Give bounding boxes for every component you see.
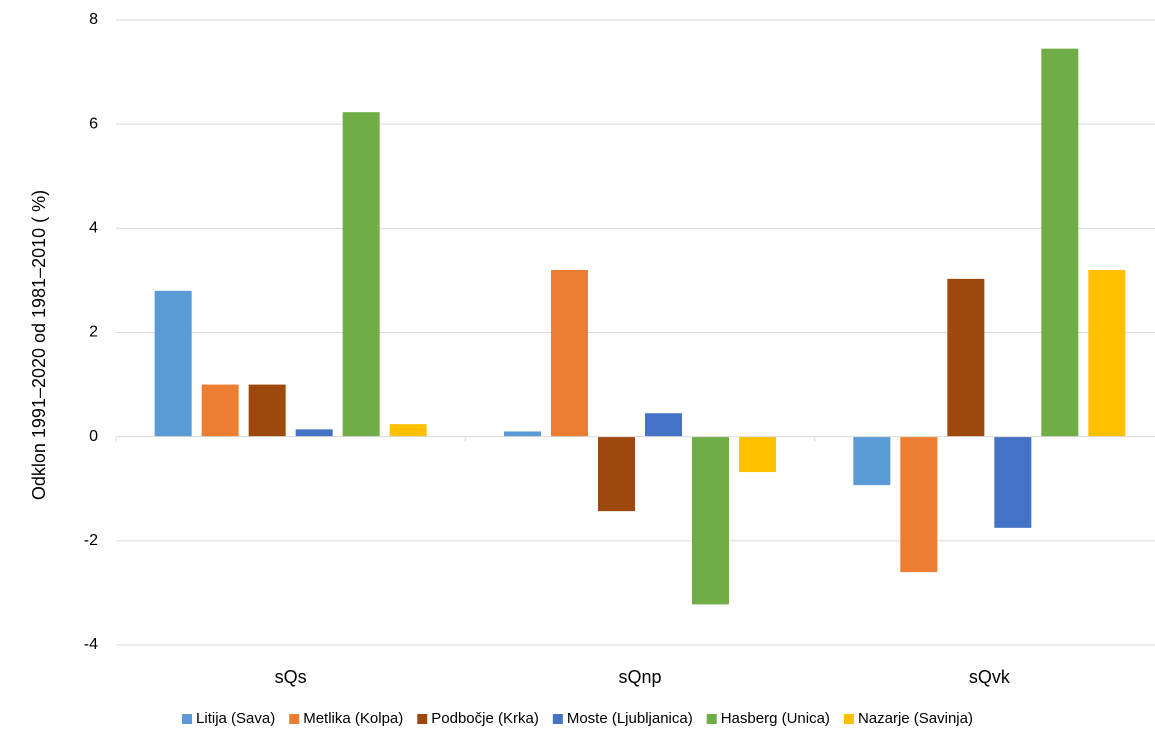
bar [1088, 270, 1126, 437]
legend-swatch [552, 714, 563, 724]
legend-swatch [182, 714, 193, 724]
y-tick-label: -4 [84, 636, 98, 653]
y-tick-label: 8 [89, 11, 98, 28]
zero-axis [115, 436, 1155, 442]
bar [853, 436, 891, 486]
bar [645, 413, 682, 437]
category-label: sQnp [618, 667, 661, 687]
bar [1041, 48, 1079, 437]
y-tick-label: 6 [89, 115, 98, 132]
y-tick-labels: -4 -2 0 2 4 6 8 [84, 11, 98, 653]
bar [154, 290, 192, 437]
bar [295, 429, 333, 437]
legend-swatch [706, 714, 717, 724]
legend: Litija (Sava) Metlika (Kolpa) Podbočje (Kr… [182, 710, 973, 727]
y-tick-label: 2 [89, 324, 98, 341]
legend-item: Moste (Ljubljanica) [552, 710, 693, 727]
bars [154, 48, 1126, 605]
y-tick-label: 4 [89, 220, 98, 237]
legend-item: Nazarje (Savinja) [843, 710, 973, 727]
legend-item: Hasberg (Unica) [706, 710, 830, 727]
legend-label: Litija (Sava) [196, 710, 275, 727]
bar [201, 384, 239, 437]
bar [994, 436, 1032, 528]
bar [551, 270, 588, 437]
bar [947, 278, 985, 437]
bar [248, 384, 286, 437]
legend-swatch [289, 714, 300, 724]
bar [900, 436, 938, 573]
category-label: sQvk [969, 667, 1011, 687]
y-tick-label: 0 [89, 428, 98, 445]
legend-item: Metlika (Kolpa) [289, 710, 403, 727]
gridlines [116, 19, 1155, 646]
legend-label: Hasberg (Unica) [721, 710, 830, 727]
legend-swatch [417, 714, 428, 724]
legend-label: Podbočje (Krka) [431, 710, 539, 727]
category-labels: sQs sQnp sQvk [275, 667, 1011, 687]
legend-label: Metlika (Kolpa) [303, 710, 403, 727]
bar [692, 436, 729, 605]
legend-item: Podbočje (Krka) [417, 710, 539, 727]
bar [389, 424, 427, 437]
bar [739, 436, 776, 473]
y-tick-label: -2 [84, 532, 98, 549]
y-axis-label: Odklon 1991–2020 od 1981–2010 ( %) [29, 190, 49, 500]
bar [342, 112, 380, 437]
bar [504, 431, 541, 437]
legend-label: Moste (Ljubljanica) [567, 710, 693, 727]
legend-label: Nazarje (Savinja) [858, 710, 973, 727]
legend-item: Litija (Sava) [182, 710, 275, 727]
legend-swatch [843, 714, 854, 724]
bar [598, 436, 635, 512]
category-label: sQs [275, 667, 307, 687]
